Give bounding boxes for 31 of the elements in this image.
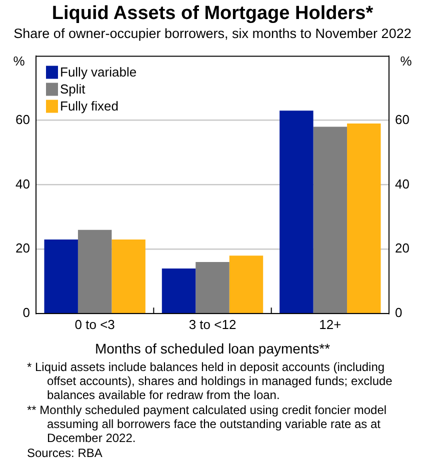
bar [229, 256, 264, 313]
text: ** Monthly scheduled payment calculated using credit foncier model assuming all borrowers face the outstanding variable rate as at December 2022. [27, 403, 388, 445]
text: * Liquid assets include balances held in deposit accounts (including offset accounts), shares and holdings in managed funds; exclude balances available for redraw from the loan. [27, 360, 394, 402]
bar [280, 110, 314, 313]
x-tick-label: 3 to <12 [188, 316, 236, 332]
bar [313, 126, 348, 313]
legend-label: Fully variable [60, 64, 137, 80]
x-tick-label: 12+ [319, 316, 342, 332]
y-tick-label: 60 [16, 112, 30, 127]
y2-tick-label: 60 [395, 112, 410, 127]
bar [196, 262, 230, 313]
y-tick-label: 0 [22, 305, 30, 320]
y2-tick-label: 20 [395, 240, 410, 256]
source-note: Sources: RBA [27, 446, 104, 460]
y2-tick-label: 0 [395, 305, 402, 320]
bar [347, 123, 381, 313]
x-axis-title: Months of scheduled loan payments** [94, 340, 331, 356]
x-tick-label: 0 to <3 [74, 316, 115, 332]
y2-axis-title: % [400, 53, 412, 68]
bar [112, 239, 146, 313]
chart-title: Liquid Assets of Mortgage Holders* [50, 3, 374, 25]
y2-tick-label: 40 [395, 176, 410, 192]
y-tick-label: 20 [16, 240, 30, 256]
legend-label: Split [60, 81, 86, 96]
bar [44, 239, 78, 313]
y-axis-title: % [13, 53, 26, 68]
bar [162, 268, 196, 313]
y-tick-label: 40 [16, 176, 30, 192]
chart-subtitle: Share of owner-occupier borrowers, six months to November 2022 [12, 25, 412, 42]
legend-label: Fully fixed [60, 98, 119, 114]
bar [78, 230, 112, 313]
